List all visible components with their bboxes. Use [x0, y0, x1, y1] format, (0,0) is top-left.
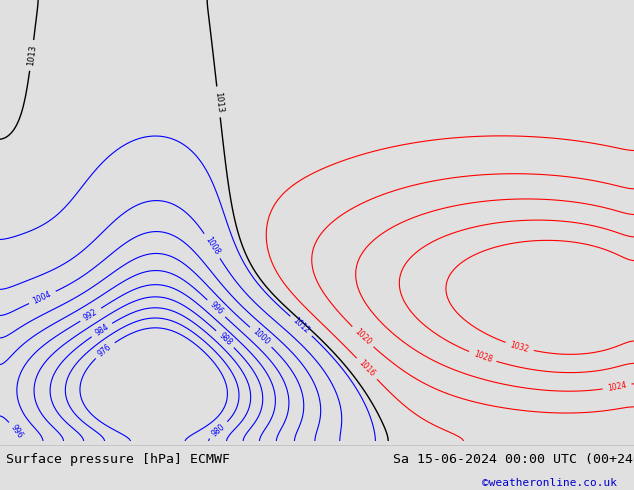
Text: 988: 988	[217, 331, 233, 347]
Text: 976: 976	[96, 342, 113, 358]
Text: ©weatheronline.co.uk: ©weatheronline.co.uk	[482, 478, 617, 488]
Text: 1008: 1008	[204, 236, 221, 257]
Text: 1016: 1016	[357, 359, 377, 379]
Text: 992: 992	[82, 307, 100, 322]
Text: 1020: 1020	[353, 327, 373, 347]
Text: 1004: 1004	[32, 290, 53, 306]
Text: 1032: 1032	[509, 340, 530, 354]
Text: 1000: 1000	[250, 327, 271, 347]
Text: 984: 984	[93, 322, 110, 338]
Text: 1024: 1024	[607, 380, 627, 392]
Text: 980: 980	[210, 422, 226, 438]
Text: 996: 996	[9, 423, 25, 441]
Text: 996: 996	[208, 300, 224, 317]
Text: 1012: 1012	[291, 316, 311, 336]
Text: Sa 15-06-2024 00:00 UTC (00+240): Sa 15-06-2024 00:00 UTC (00+240)	[393, 453, 634, 466]
Text: 1028: 1028	[472, 349, 493, 364]
Text: Surface pressure [hPa] ECMWF: Surface pressure [hPa] ECMWF	[6, 453, 230, 466]
Text: 1013: 1013	[213, 91, 224, 113]
Text: 1013: 1013	[26, 45, 37, 67]
